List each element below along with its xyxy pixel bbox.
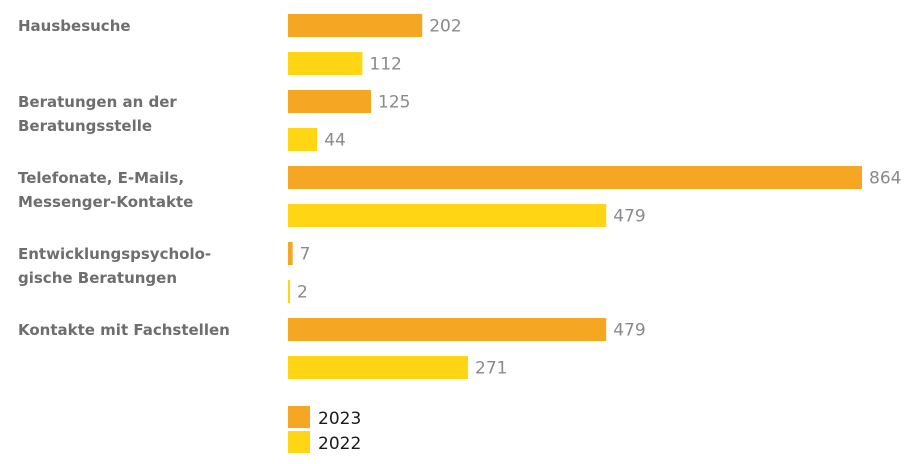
category-label: Beratungen an der Beratungsstelle (18, 93, 177, 135)
value-label: 112 (369, 55, 401, 75)
legend-label: 2023 (318, 409, 361, 429)
value-label: 2 (297, 283, 308, 303)
legend-swatch-2023 (288, 406, 310, 428)
value-label: 864 (869, 169, 901, 189)
value-labels: 202 112 125 44 864 479 7 2 479 271 (297, 17, 901, 379)
category-label: Hausbesuche (18, 17, 131, 35)
category-labels: Hausbesuche Beratungen an der Beratungsste… (18, 17, 230, 339)
legend-swatch-2022 (288, 431, 310, 453)
category-label: Kontakte mit Fachstellen (18, 321, 230, 339)
value-label: 479 (613, 207, 645, 227)
bar-2023 (288, 318, 607, 341)
value-label: 271 (475, 359, 507, 379)
bar-2022 (288, 356, 469, 379)
bar-2023 (288, 166, 862, 189)
value-label: 44 (324, 131, 346, 151)
legend-label: 2022 (318, 434, 361, 454)
value-label: 202 (429, 17, 461, 37)
bar-2022 (288, 204, 607, 227)
bar-series (288, 14, 862, 379)
value-label: 7 (300, 245, 311, 265)
bar-2022 (288, 52, 363, 75)
category-label: Telefonate, E-Mails, Messenger-Kontakte (18, 169, 193, 211)
value-label: 125 (378, 93, 410, 113)
bar-2022 (288, 280, 290, 303)
bar-2023 (288, 90, 372, 113)
legend: 2023 2022 (288, 406, 361, 454)
category-label: Entwicklungspsycholo-gische Beratungen (18, 245, 211, 287)
bar-2023 (288, 14, 423, 37)
value-label: 479 (613, 321, 645, 341)
bar-2022 (288, 128, 318, 151)
bar-2023 (288, 242, 293, 265)
